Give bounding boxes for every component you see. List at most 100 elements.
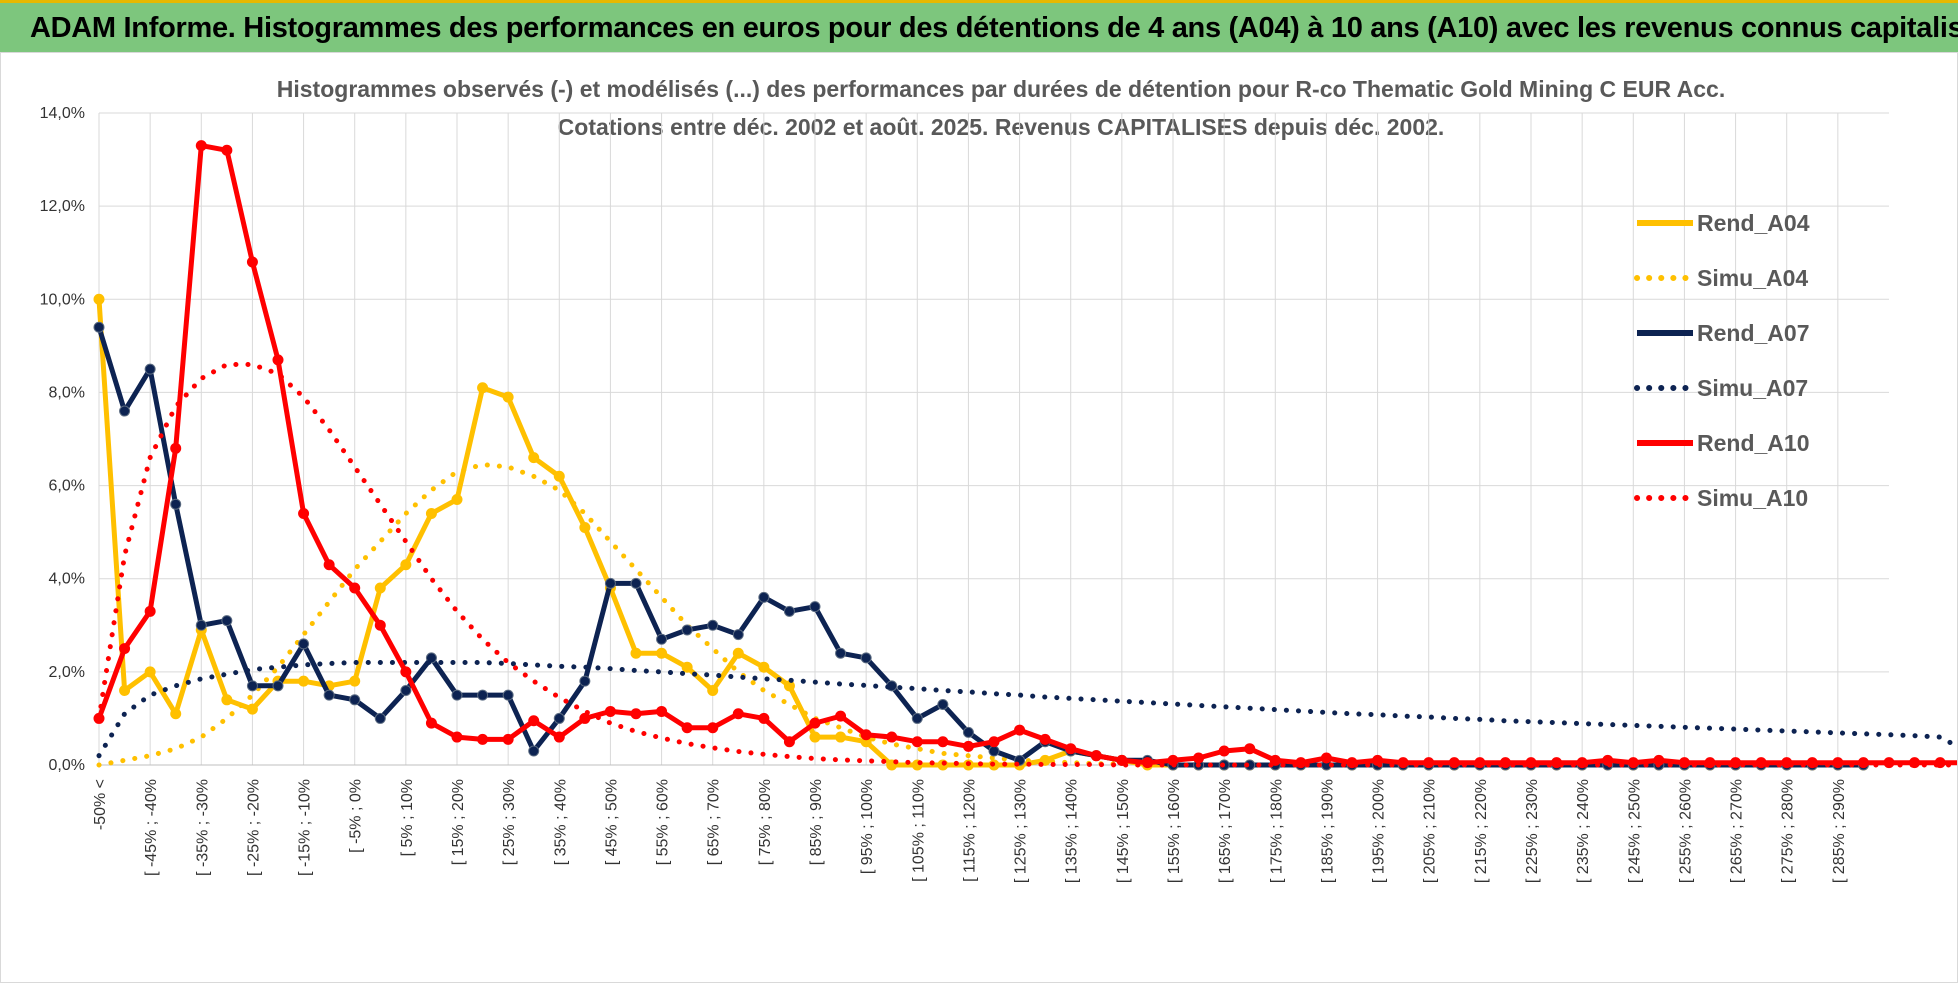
data-point-rend-a10 bbox=[783, 736, 795, 748]
data-point-rend-a04 bbox=[758, 661, 770, 673]
x-tick-label: [ -15% ; -10% bbox=[297, 779, 314, 876]
data-point-rend-a04 bbox=[502, 391, 514, 403]
data-point-rend-a07 bbox=[937, 698, 949, 710]
x-tick-label: [ 135% ; 140% bbox=[1064, 779, 1081, 883]
data-point-rend-a04 bbox=[170, 708, 182, 720]
data-point-rend-a07 bbox=[528, 745, 540, 757]
data-point-rend-a04 bbox=[681, 661, 693, 673]
data-point-rend-a07 bbox=[477, 689, 489, 701]
legend-label-rend-a07: Rend_A07 bbox=[1697, 320, 1809, 346]
data-point-rend-a10 bbox=[246, 256, 258, 268]
data-point-rend-a07 bbox=[860, 652, 872, 664]
data-point-rend-a10 bbox=[374, 619, 386, 631]
data-point-rend-a07 bbox=[323, 689, 335, 701]
plot-area bbox=[93, 140, 1957, 771]
data-point-rend-a07 bbox=[221, 615, 233, 627]
data-point-rend-a04 bbox=[93, 293, 105, 305]
x-tick-label: [ -5% ; 0% bbox=[348, 779, 365, 853]
data-point-rend-a07 bbox=[553, 712, 565, 724]
x-tick-label: [ 255% ; 260% bbox=[1677, 779, 1694, 883]
data-point-rend-a04 bbox=[349, 675, 361, 687]
data-point-rend-a10 bbox=[656, 705, 668, 717]
x-tick-label: [ 285% ; 290% bbox=[1831, 779, 1848, 883]
data-point-rend-a10 bbox=[528, 715, 540, 727]
data-point-rend-a10 bbox=[1116, 754, 1128, 766]
y-tick-label: 6,0% bbox=[49, 478, 85, 495]
data-point-rend-a07 bbox=[502, 689, 514, 701]
legend: Rend_A04 Simu_A04 Rend_A07 Simu_A07 Rend_A10… bbox=[1634, 210, 1810, 511]
x-tick-label: [ 205% ; 210% bbox=[1422, 779, 1439, 883]
x-tick-label: [ -25% ; -20% bbox=[245, 779, 262, 876]
data-point-rend-a07 bbox=[349, 694, 361, 706]
x-tick-label: [ 195% ; 200% bbox=[1371, 779, 1388, 883]
data-point-rend-a10 bbox=[937, 736, 949, 748]
data-point-rend-a10 bbox=[1269, 754, 1281, 766]
data-point-rend-a07 bbox=[298, 638, 310, 650]
y-tick-label: 12,0% bbox=[40, 198, 85, 215]
x-tick-label: [ 125% ; 130% bbox=[1013, 779, 1030, 883]
data-point-rend-a04 bbox=[809, 731, 821, 743]
data-point-rend-a10 bbox=[1193, 752, 1205, 764]
legend-label-rend-a10: Rend_A10 bbox=[1697, 430, 1809, 456]
data-point-rend-a07 bbox=[374, 712, 386, 724]
x-tick-label: [ 25% ; 30% bbox=[501, 779, 518, 865]
x-tick-label: [ -45% ; -40% bbox=[143, 779, 160, 876]
legend-label-simu-a04: Simu_A04 bbox=[1697, 265, 1808, 291]
chart-grid bbox=[98, 112, 1889, 766]
data-point-rend-a04 bbox=[707, 684, 719, 696]
x-tick-label: [ 15% ; 20% bbox=[450, 779, 467, 865]
data-point-rend-a10 bbox=[911, 736, 923, 748]
data-point-rend-a07 bbox=[630, 577, 642, 589]
data-point-rend-a04 bbox=[835, 731, 847, 743]
data-point-rend-a10 bbox=[170, 442, 182, 454]
data-point-rend-a10 bbox=[477, 733, 489, 745]
legend-label-rend-a04: Rend_A04 bbox=[1697, 210, 1810, 236]
x-tick-label: [ 175% ; 180% bbox=[1268, 779, 1285, 883]
data-point-rend-a07 bbox=[681, 624, 693, 636]
data-point-rend-a10 bbox=[988, 736, 1000, 748]
legend-label-simu-a07: Simu_A07 bbox=[1697, 375, 1808, 401]
data-point-rend-a04 bbox=[477, 382, 489, 394]
data-point-rend-a10 bbox=[835, 710, 847, 722]
series-line-rend-a10 bbox=[96, 143, 1957, 766]
data-point-rend-a10 bbox=[809, 717, 821, 729]
x-tick-label: -50% < bbox=[92, 779, 109, 830]
data-point-rend-a07 bbox=[195, 619, 207, 631]
data-point-rend-a04 bbox=[119, 684, 131, 696]
data-point-rend-a10 bbox=[604, 705, 616, 717]
data-point-rend-a04 bbox=[732, 647, 744, 659]
data-point-rend-a04 bbox=[144, 666, 156, 678]
data-point-rend-a10 bbox=[502, 733, 514, 745]
data-point-rend-a10 bbox=[425, 717, 437, 729]
data-point-rend-a10 bbox=[1014, 724, 1026, 736]
data-point-rend-a10 bbox=[860, 729, 872, 741]
data-point-rend-a04 bbox=[656, 647, 668, 659]
data-point-rend-a07 bbox=[246, 680, 258, 692]
x-tick-label: [ 215% ; 220% bbox=[1473, 779, 1490, 883]
report-banner: ADAM Informe. Histogrammes des performan… bbox=[0, 0, 1958, 52]
data-point-rend-a04 bbox=[374, 582, 386, 594]
data-point-rend-a04 bbox=[783, 680, 795, 692]
data-point-rend-a10 bbox=[886, 731, 898, 743]
y-tick-label: 8,0% bbox=[49, 384, 85, 401]
data-point-rend-a07 bbox=[170, 498, 182, 510]
data-point-rend-a07 bbox=[272, 680, 284, 692]
data-point-rend-a10 bbox=[298, 508, 310, 520]
x-axis: -50% < [ -45% ; -40% [ -35% ; -30% [ -25% ;… bbox=[92, 764, 1889, 883]
x-tick-label: [ 85% ; 90% bbox=[808, 779, 825, 865]
x-tick-label: [ 45% ; 50% bbox=[603, 779, 620, 865]
x-tick-label: [ 185% ; 190% bbox=[1319, 779, 1336, 883]
data-point-rend-a07 bbox=[707, 619, 719, 631]
y-tick-label: 2,0% bbox=[49, 664, 85, 681]
x-tick-label: [ 245% ; 250% bbox=[1626, 779, 1643, 883]
x-tick-label: [ 145% ; 150% bbox=[1115, 779, 1132, 883]
x-tick-label: [ 55% ; 60% bbox=[655, 779, 672, 865]
data-point-rend-a10 bbox=[962, 740, 974, 752]
data-point-rend-a04 bbox=[579, 521, 591, 533]
data-point-rend-a04 bbox=[528, 452, 540, 464]
x-tick-label: [ 115% ; 120% bbox=[961, 779, 978, 882]
data-point-rend-a07 bbox=[579, 675, 591, 687]
data-point-rend-a04 bbox=[298, 675, 310, 687]
data-point-rend-a10 bbox=[681, 722, 693, 734]
data-point-rend-a10 bbox=[119, 643, 131, 655]
